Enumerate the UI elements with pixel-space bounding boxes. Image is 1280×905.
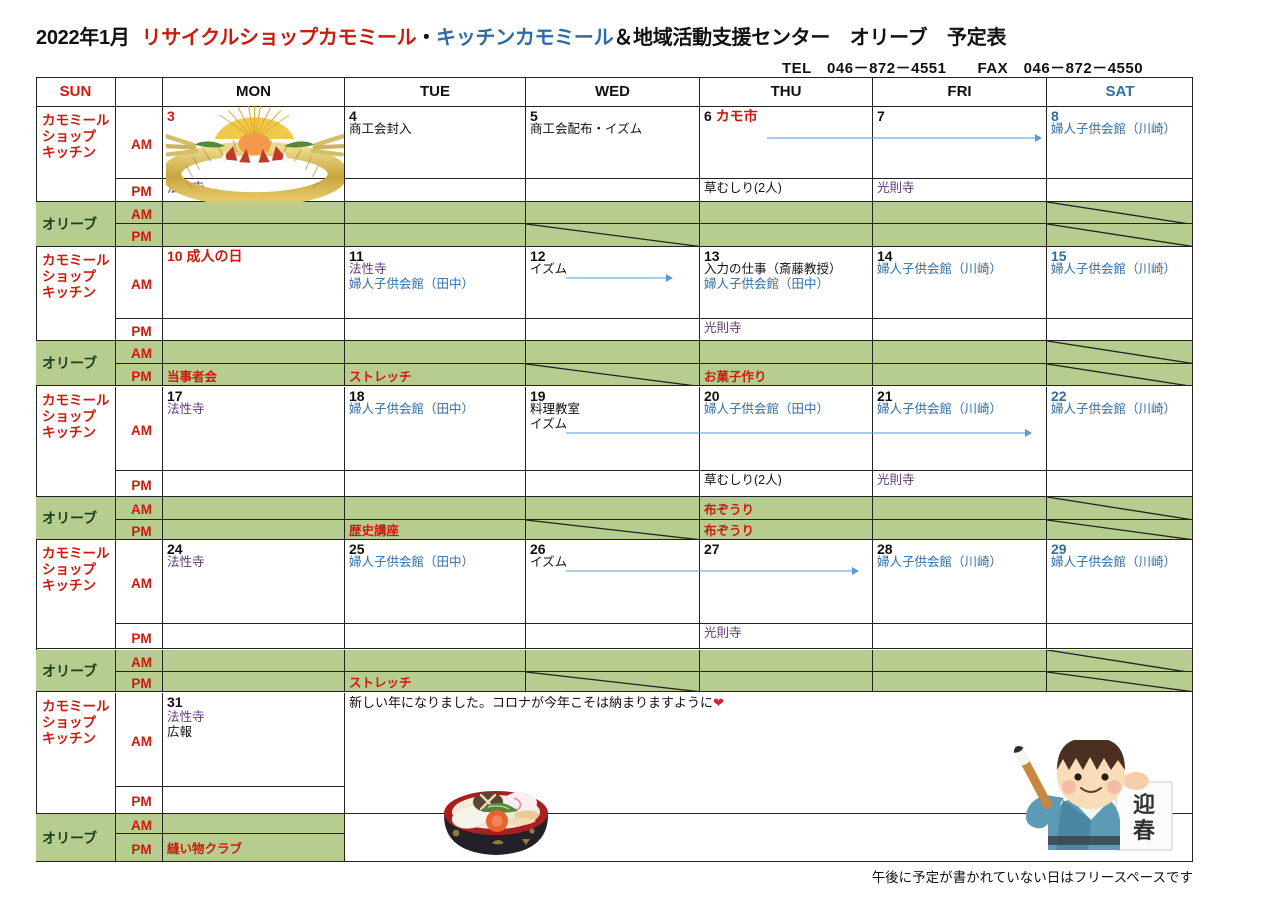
svg-text:迎: 迎 — [1133, 792, 1155, 817]
svg-text:春: 春 — [1133, 818, 1155, 843]
